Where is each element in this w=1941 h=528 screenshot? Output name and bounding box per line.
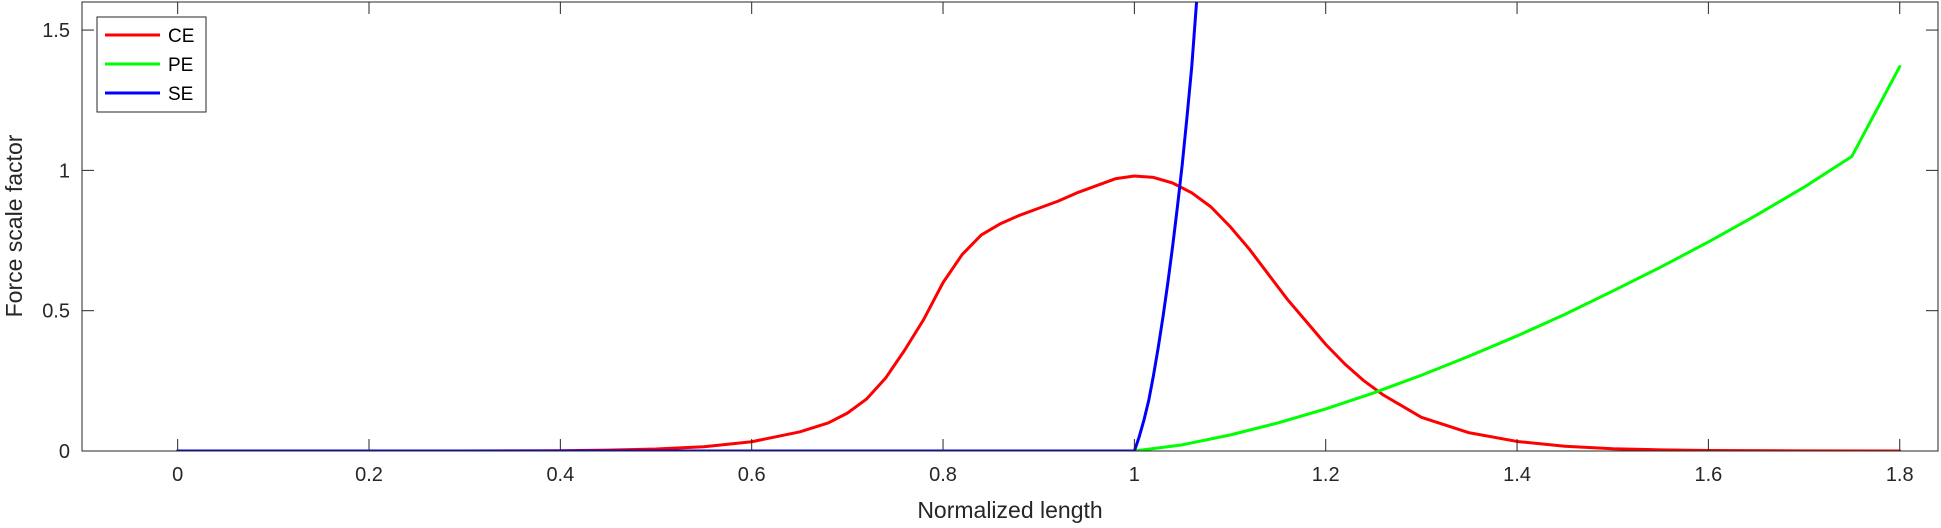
legend-label-ce: CE	[168, 26, 194, 47]
x-axis-label: Normalized length	[917, 497, 1102, 523]
x-tick-label: 0	[172, 464, 183, 486]
x-tick-label: 1.8	[1886, 464, 1914, 486]
y-tick-label: 1	[59, 160, 70, 182]
x-tick-label: 1.6	[1694, 464, 1722, 486]
x-tick-label: 1.2	[1312, 464, 1340, 486]
series-line-se	[176, 2, 1199, 451]
x-tick-label: 0.4	[546, 464, 574, 486]
legend-label-se: SE	[168, 84, 193, 105]
x-tick-label: 1	[1129, 464, 1140, 486]
legend-label-pe: PE	[168, 55, 193, 76]
x-axis: 0 0.2 0.4 0.6 0.8 1 1.2 1.4 1.6 1.8	[172, 2, 1914, 486]
plot-background	[82, 2, 1938, 451]
x-tick-label: 1.4	[1503, 464, 1531, 486]
y-axis-label: Force scale factor	[1, 134, 27, 317]
x-tick-label: 0.8	[929, 464, 957, 486]
legend: CE PE SE	[96, 16, 207, 113]
y-tick-label: 0.5	[42, 301, 70, 323]
y-tick-label: 0	[59, 441, 70, 463]
x-tick-label: 0.6	[738, 464, 766, 486]
series-line-ce	[176, 174, 1902, 451]
plot-frame	[81, 1, 1939, 452]
y-axis: 0 0.5 1 1.5	[42, 20, 1938, 463]
series-line-pe	[176, 65, 1902, 451]
x-tick-label: 0.2	[355, 464, 383, 486]
y-tick-label: 1.5	[42, 20, 70, 42]
series-layer	[176, 2, 1902, 451]
